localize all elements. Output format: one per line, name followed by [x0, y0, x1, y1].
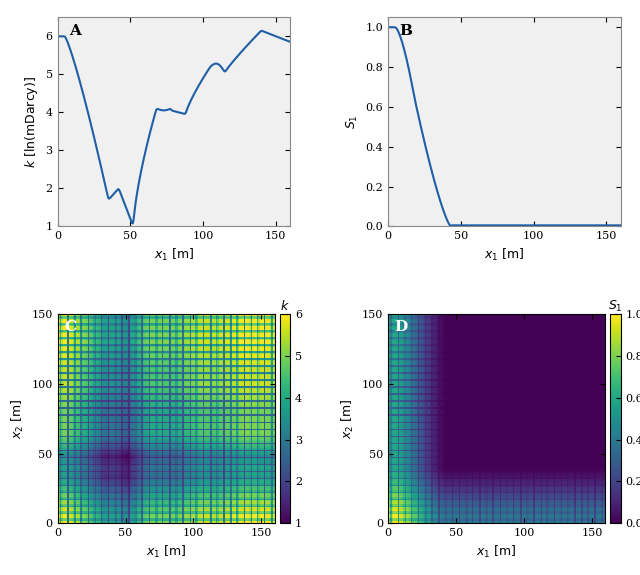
Text: B: B: [400, 24, 413, 37]
Text: A: A: [69, 24, 81, 37]
Title: $k$: $k$: [280, 299, 290, 313]
Y-axis label: $S_1$: $S_1$: [345, 114, 360, 129]
X-axis label: $x_1\ \mathrm{[m]}$: $x_1\ \mathrm{[m]}$: [476, 544, 517, 560]
X-axis label: $x_1\ \mathrm{[m]}$: $x_1\ \mathrm{[m]}$: [146, 544, 187, 560]
Y-axis label: $k\ \mathrm{[ln(mDarcy)]}$: $k\ \mathrm{[ln(mDarcy)]}$: [23, 76, 40, 168]
Y-axis label: $x_2\ \mathrm{[m]}$: $x_2\ \mathrm{[m]}$: [340, 398, 356, 439]
Title: $S_1$: $S_1$: [608, 299, 623, 314]
Text: D: D: [395, 320, 408, 335]
Text: C: C: [64, 320, 76, 335]
Y-axis label: $x_2\ \mathrm{[m]}$: $x_2\ \mathrm{[m]}$: [10, 398, 26, 439]
X-axis label: $x_1\ \mathrm{[m]}$: $x_1\ \mathrm{[m]}$: [154, 247, 195, 263]
X-axis label: $x_1\ \mathrm{[m]}$: $x_1\ \mathrm{[m]}$: [484, 247, 525, 263]
